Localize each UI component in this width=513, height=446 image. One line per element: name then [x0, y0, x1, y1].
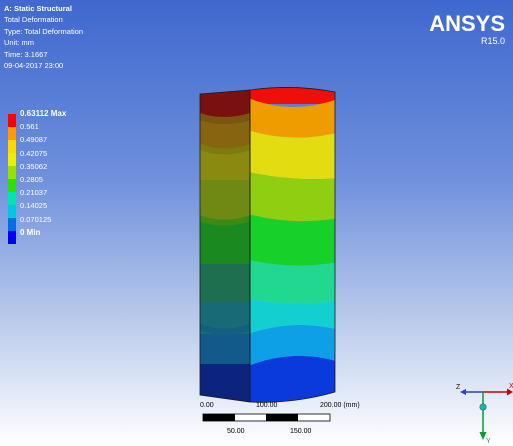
- analysis-title: A: Static Structural: [4, 4, 72, 13]
- legend-label: 0.14025: [20, 201, 48, 211]
- scale-label-150: 150.00: [290, 428, 312, 435]
- model-right-face: [250, 87, 335, 403]
- result-type: Type: Total Deformation: [4, 26, 84, 36]
- triad-x-label: X: [509, 383, 513, 390]
- legend-swatch: [8, 166, 16, 179]
- scale-ruler: [202, 413, 331, 422]
- legend-min-label: 0 Min: [20, 227, 41, 237]
- brand-version: R15.0: [480, 36, 505, 46]
- legend-label: 0.561: [20, 122, 39, 132]
- result-date: 09-04-2017 23:00: [4, 61, 64, 71]
- scale-label-100: 100.00: [256, 402, 278, 409]
- legend-swatch: [8, 231, 16, 244]
- result-name: Total Deformation: [4, 15, 63, 25]
- model-left-face: [200, 90, 250, 402]
- legend-swatch: [8, 218, 16, 231]
- legend-label: 0.49087: [20, 135, 48, 145]
- legend-swatch: [8, 114, 16, 127]
- legend-swatch: [8, 140, 16, 153]
- result-unit: Unit: mm: [4, 38, 34, 48]
- triad-z-label: Z: [456, 384, 461, 391]
- legend-max-label: 0.63112 Max: [20, 109, 67, 118]
- brand-name: ANSYS: [429, 11, 505, 36]
- scale-label-0: 0.00: [200, 402, 214, 409]
- legend-label: 0.21037: [20, 188, 48, 198]
- legend-label: 0.42075: [20, 148, 48, 158]
- ansys-logo: ANSYS R15.0: [429, 13, 505, 47]
- result-time: Time: 3.1667: [4, 49, 48, 59]
- legend-label: 0.35062: [20, 161, 48, 171]
- coordinate-triad[interactable]: Z X Y: [455, 372, 513, 444]
- legend-swatch: [8, 205, 16, 218]
- contour-legend[interactable]: 0.63112 Max 0.561 0.49087 0.42075 0.35062 0.2…: [8, 109, 108, 253]
- scale-label-200: 200.00 (mm): [320, 402, 360, 409]
- legend-swatch: [8, 179, 16, 192]
- legend-swatch: [8, 153, 16, 166]
- legend-swatch: [8, 192, 16, 205]
- legend-label: 0.2805: [20, 175, 43, 184]
- deformation-contour-model[interactable]: [198, 86, 340, 406]
- scale-label-50: 50.00: [227, 428, 245, 435]
- analysis-info: A: Static Structural Total Deformation T…: [4, 3, 83, 71]
- model-right-outline: [249, 87, 336, 403]
- scale-bar: 0.00 100.00 200.00 (mm) 50.00 150.00: [200, 402, 360, 442]
- legend-label: 0.070125: [20, 214, 52, 224]
- legend-swatch: [8, 127, 16, 140]
- triad-y-label: Y: [486, 438, 491, 444]
